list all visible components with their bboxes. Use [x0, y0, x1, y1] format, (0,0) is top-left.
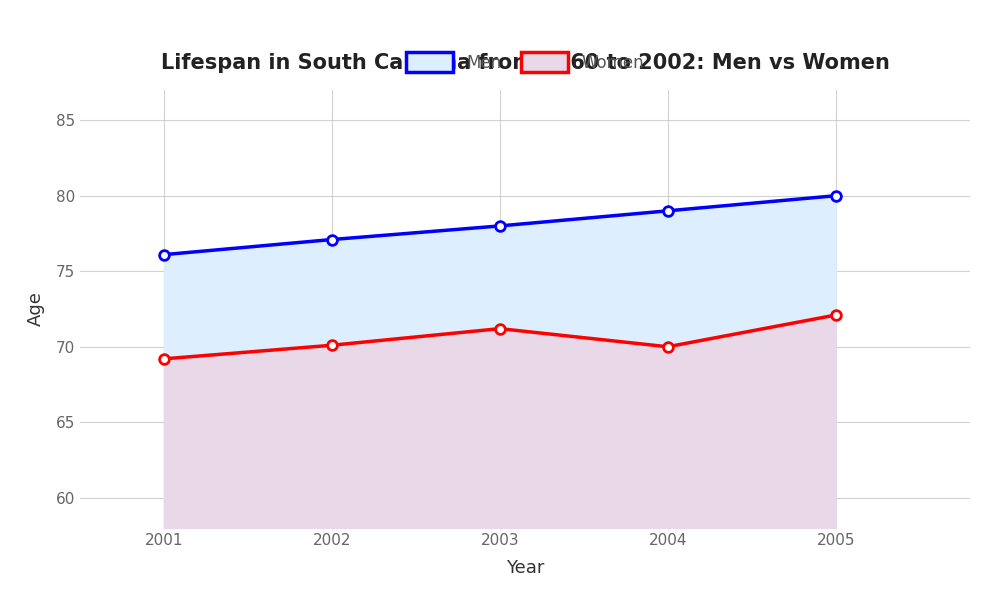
X-axis label: Year: Year — [506, 559, 544, 577]
Title: Lifespan in South Carolina from 1960 to 2002: Men vs Women: Lifespan in South Carolina from 1960 to … — [161, 53, 889, 73]
Legend: Men, Women: Men, Women — [399, 46, 651, 79]
Y-axis label: Age: Age — [27, 292, 45, 326]
